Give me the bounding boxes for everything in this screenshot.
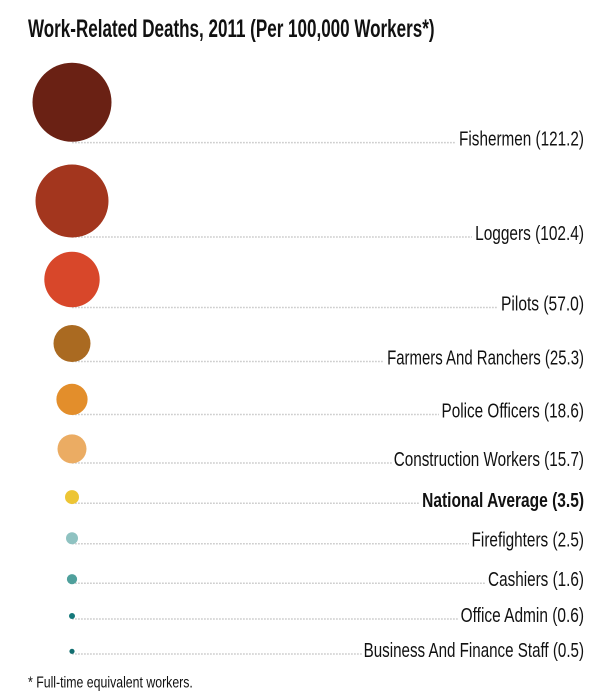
- svg-text:Pilots (57.0): Pilots (57.0): [501, 292, 584, 315]
- svg-text:Cashiers (1.6): Cashiers (1.6): [488, 568, 584, 591]
- svg-text:Business And Finance Staff (0.: Business And Finance Staff (0.5): [364, 639, 584, 662]
- svg-text:Work-Related Deaths, 2011 (Per: Work-Related Deaths, 2011 (Per 100,000 W…: [28, 15, 435, 43]
- svg-text:Office Admin (0.6): Office Admin (0.6): [461, 604, 584, 627]
- svg-text:* Full-time equivalent workers: * Full-time equivalent workers.: [28, 674, 193, 692]
- svg-text:Construction Workers (15.7): Construction Workers (15.7): [394, 448, 584, 471]
- svg-text:Farmers And Ranchers (25.3): Farmers And Ranchers (25.3): [387, 346, 584, 369]
- svg-text:Police Officers (18.6): Police Officers (18.6): [442, 399, 584, 422]
- svg-text:National Average (3.5): National Average (3.5): [422, 489, 584, 512]
- svg-text:Fishermen (121.2): Fishermen (121.2): [459, 127, 584, 150]
- svg-text:Firefighters (2.5): Firefighters (2.5): [472, 528, 584, 551]
- svg-text:Loggers (102.4): Loggers (102.4): [475, 222, 584, 245]
